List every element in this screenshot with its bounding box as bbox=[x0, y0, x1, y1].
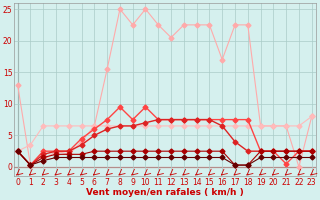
X-axis label: Vent moyen/en rafales ( km/h ): Vent moyen/en rafales ( km/h ) bbox=[86, 188, 244, 197]
